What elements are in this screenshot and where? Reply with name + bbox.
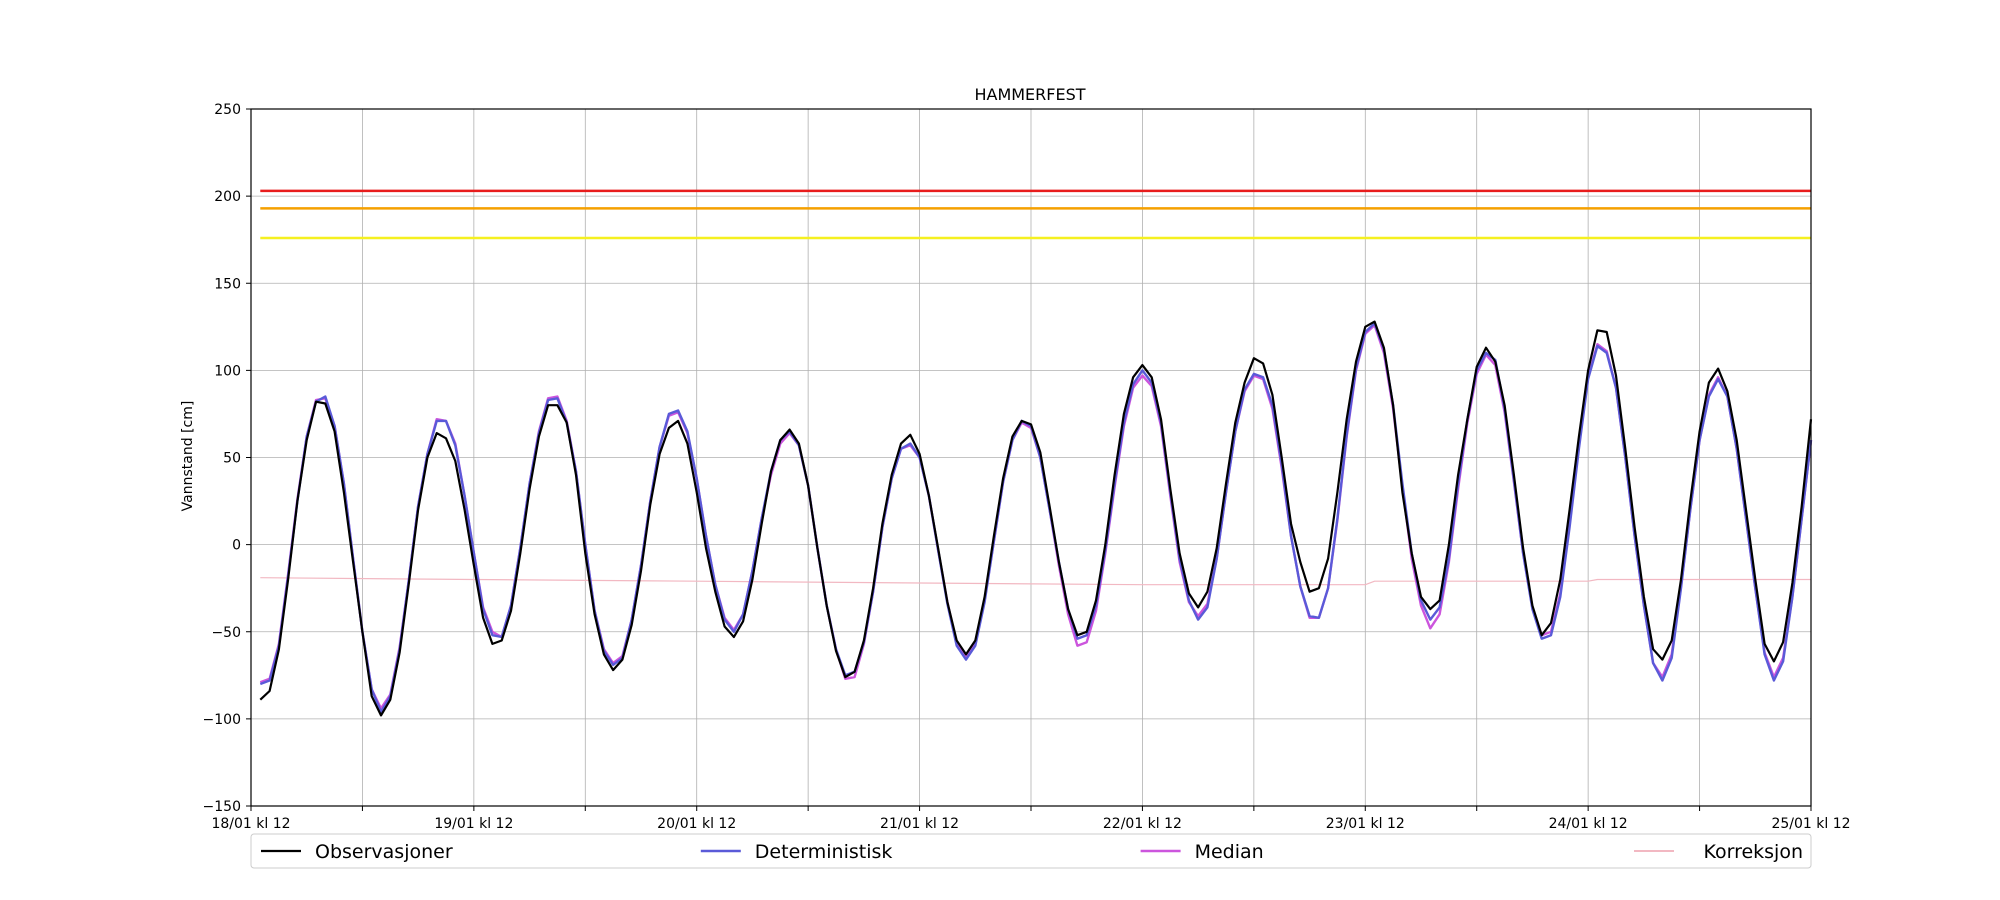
legend-label-med: Median — [1195, 841, 1264, 863]
grid-lines — [250, 108, 1812, 807]
series-line-korr — [260, 577, 1811, 586]
x-tick-label: 21/01 kl 12 — [880, 816, 959, 832]
y-tick-label: −50 — [211, 625, 241, 641]
y-tick-label: 100 — [214, 363, 241, 379]
legend-label-korr: Korreksjon — [1703, 841, 1803, 863]
x-tick-label: 20/01 kl 12 — [657, 816, 736, 832]
y-tick-label: −100 — [203, 712, 241, 728]
y-tick-label: 200 — [214, 189, 241, 205]
legend-label-det: Deterministisk — [755, 841, 893, 863]
axis-ticks: −150 −100 −50 0 50 100 150 200 250 18/01 kl 12 19/… — [203, 102, 1851, 832]
x-tick-label: 19/01 kl 12 — [434, 816, 513, 832]
threshold-lines — [260, 189, 1811, 240]
legend-label-obs: Observasjoner — [315, 841, 453, 863]
y-tick-label: 50 — [223, 451, 241, 467]
x-tick-label: 18/01 kl 12 — [211, 816, 290, 832]
x-tick-label: 24/01 kl 12 — [1549, 816, 1628, 832]
series-line-det — [259, 322, 1813, 714]
y-axis-label: Vannstand [cm] — [180, 401, 196, 512]
legend: Observasjoner Deterministisk Median Korreks… — [250, 833, 1812, 869]
legend-box — [250, 833, 1812, 869]
x-tick-label: 23/01 kl 12 — [1326, 816, 1405, 832]
x-tick-label: 22/01 kl 12 — [1103, 816, 1182, 832]
x-tick-label: 25/01 kl 12 — [1771, 816, 1850, 832]
series-line-obs — [259, 320, 1813, 717]
y-tick-label: 250 — [214, 102, 241, 118]
y-tick-label: 150 — [214, 276, 241, 292]
y-tick-label: 0 — [232, 538, 241, 554]
chart-title: HAMMERFEST — [974, 85, 1085, 104]
y-tick-label: −150 — [203, 799, 241, 815]
series-line-med — [259, 323, 1813, 710]
series-lines — [259, 320, 1813, 717]
